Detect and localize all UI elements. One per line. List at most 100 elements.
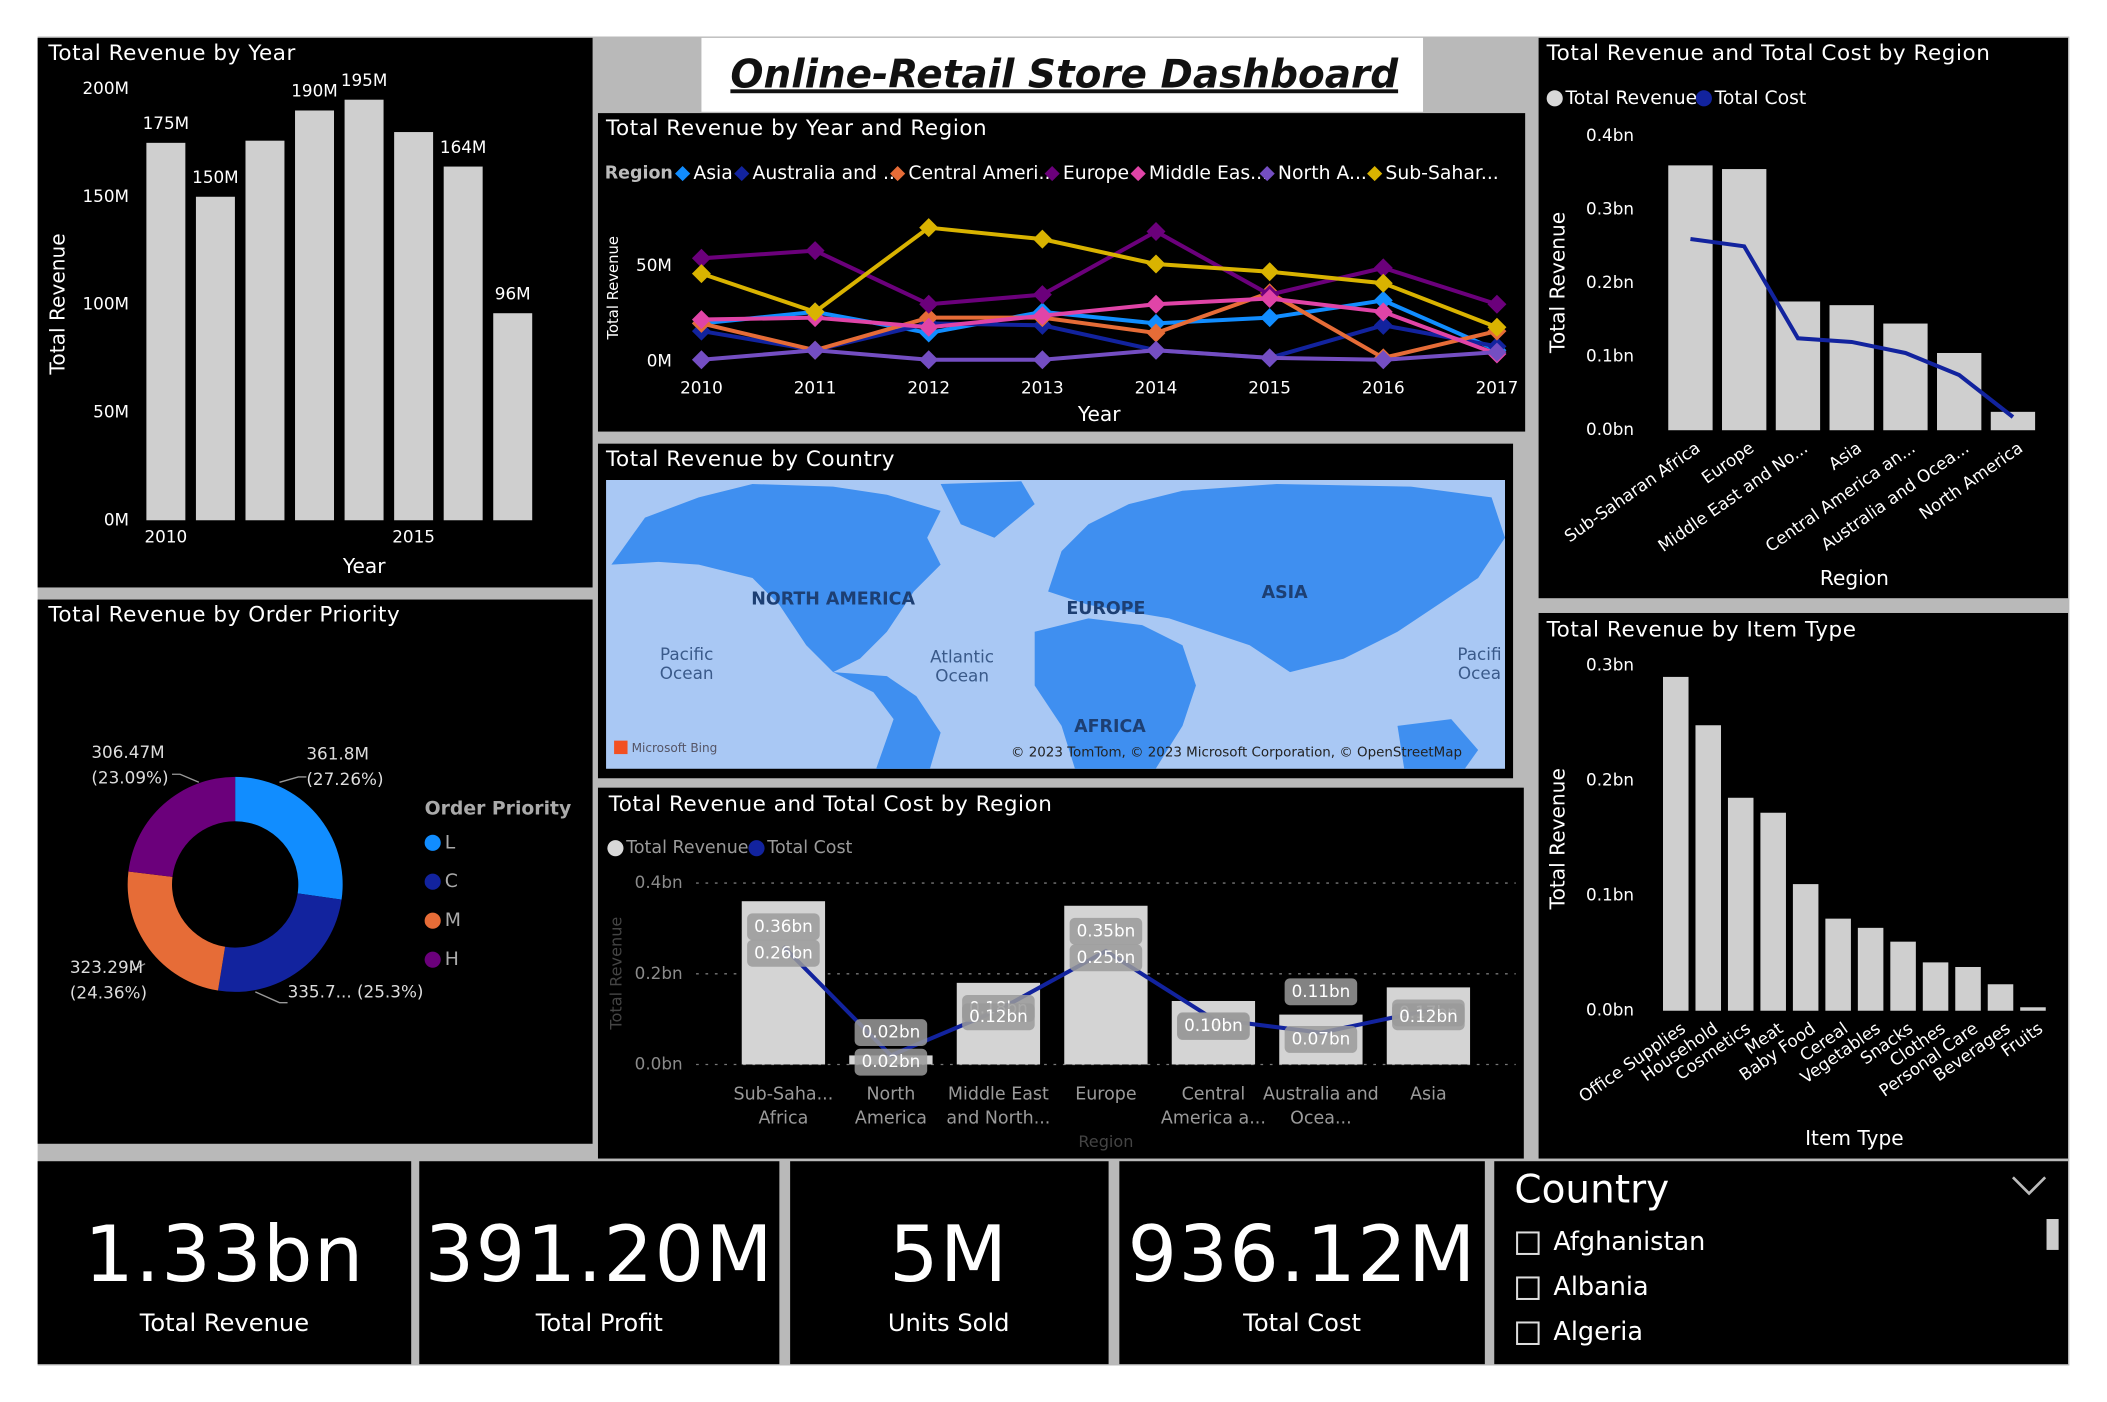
- data-label: 0.02bn: [862, 1022, 921, 1042]
- x-tick-label-box: Australia and Ocea...: [1263, 1084, 1379, 1129]
- legend-marker: [424, 951, 441, 968]
- legend-label: Asia: [693, 163, 732, 184]
- kpi-label: Total Cost: [1242, 1309, 1361, 1337]
- x-axis-title: Item Type: [1805, 1126, 1904, 1150]
- legend-label: North A...: [1278, 163, 1367, 184]
- line: [700, 225, 1498, 330]
- y-tick-label: 0M: [104, 509, 129, 529]
- chart-title: Total Revenue by Item Type: [1546, 617, 1857, 642]
- legend-marker: [1695, 90, 1712, 107]
- bar: [1727, 797, 1754, 1011]
- bar: [1890, 941, 1916, 1011]
- data-label: 0.11bn: [1292, 981, 1351, 1001]
- x-tick-label: Europe: [1075, 1084, 1137, 1105]
- point: [1032, 285, 1052, 305]
- y-axis-title: Total Revenue: [46, 233, 70, 375]
- y-tick-label: 200M: [82, 78, 129, 98]
- x-axis-title: Region: [1820, 566, 1889, 590]
- checkbox[interactable]: [1516, 1276, 1540, 1300]
- data-label-bg: [1069, 917, 1143, 945]
- y-tick-label: 150M: [82, 186, 129, 206]
- x-tick-label: 2016: [1362, 378, 1405, 398]
- point: [1373, 302, 1393, 322]
- y-axis-title: Total Revenue: [1545, 212, 1569, 354]
- point: [1260, 262, 1280, 282]
- legend-label: H: [445, 949, 459, 970]
- chart-title: Total Revenue by Year: [47, 41, 296, 66]
- data-label: 361.8M (27.26%): [306, 743, 384, 790]
- data-label-bg: [1284, 978, 1358, 1006]
- point: [1487, 317, 1507, 337]
- checkbox[interactable]: [1516, 1321, 1540, 1345]
- data-label: 0.07bn: [1292, 1028, 1351, 1048]
- point: [1032, 306, 1052, 326]
- bar: [146, 142, 186, 521]
- x-tick-label: Middle East and North...: [946, 1084, 1051, 1129]
- point: [919, 218, 939, 238]
- kpi-label: Units Sold: [888, 1309, 1010, 1337]
- leader-line: [255, 991, 288, 1004]
- map-label: Atlantic Ocean: [930, 647, 995, 686]
- y-tick-label: 0.2bn: [1586, 272, 1634, 292]
- data-label: 175M: [143, 113, 190, 133]
- data-label: 0.35bn: [1077, 920, 1136, 940]
- legend-marker: [1044, 165, 1060, 182]
- slicer-scrollbar[interactable]: [2046, 1219, 2059, 1250]
- point: [1146, 221, 1166, 241]
- data-label: 190M: [291, 81, 338, 101]
- leader-line: [131, 963, 146, 972]
- x-tick-label: 2014: [1135, 378, 1178, 398]
- bar: [1990, 411, 2036, 431]
- point: [919, 350, 939, 370]
- bar: [1792, 884, 1819, 1011]
- point: [691, 264, 711, 284]
- map-attribution: © 2023 TomTom, © 2023 Microsoft Corporat…: [1011, 746, 1462, 761]
- bar: [1883, 323, 1928, 431]
- point: [919, 308, 939, 328]
- chart-title: Total Revenue by Country: [605, 447, 895, 472]
- point: [1260, 289, 1280, 309]
- x-tick-label-box: North America: [855, 1085, 927, 1129]
- bar: [1937, 352, 1982, 431]
- point: [691, 248, 711, 268]
- x-tick-label: Australia and Ocea...: [1263, 1084, 1379, 1129]
- y-axis-title: Total Revenue: [1545, 768, 1569, 910]
- point: [1260, 348, 1280, 368]
- point: [1487, 342, 1507, 362]
- y-tick-label: 50M: [93, 401, 129, 421]
- bar: [245, 140, 285, 521]
- legend-label: Europe: [1063, 163, 1129, 184]
- bar: [1760, 812, 1786, 1011]
- legend-marker: [1130, 165, 1146, 182]
- point: [1146, 294, 1166, 314]
- line: [701, 296, 1498, 356]
- bar: [1922, 962, 1949, 1011]
- data-label-bg: [1392, 1003, 1465, 1031]
- dashboard-title: Online-Retail Store Dashboard: [730, 52, 1399, 97]
- legend-marker: [1259, 165, 1275, 182]
- point: [1146, 313, 1166, 333]
- point: [1373, 273, 1393, 293]
- legend-label: Central Ameri...: [908, 163, 1056, 184]
- bar: [195, 196, 235, 521]
- data-label: 0.25bn: [1077, 947, 1136, 967]
- data-label: 306.47M (23.09%): [91, 741, 169, 788]
- x-axis-title: Year: [1077, 402, 1121, 426]
- leader-line: [279, 776, 307, 783]
- x-tick-label: 2015: [392, 527, 435, 547]
- legend-marker: [424, 873, 441, 890]
- checkbox[interactable]: [1516, 1231, 1540, 1255]
- bar: [1722, 169, 1767, 431]
- chart-title: Total Revenue by Year and Region: [605, 116, 987, 141]
- data-label: 150M: [192, 167, 239, 187]
- donut-slice: [127, 871, 226, 991]
- y-tick-label: 0.0bn: [1586, 1000, 1634, 1020]
- bar: [295, 110, 335, 521]
- slicer-chevron[interactable]: [2011, 1176, 2047, 1196]
- legend-marker: [424, 912, 441, 929]
- data-label: 323.29M (24.36%): [69, 956, 148, 1003]
- data-label: 0.26bn: [754, 942, 813, 962]
- legend-label: M: [445, 910, 461, 931]
- chart-title: Total Revenue and Total Cost by Region: [1546, 41, 1991, 66]
